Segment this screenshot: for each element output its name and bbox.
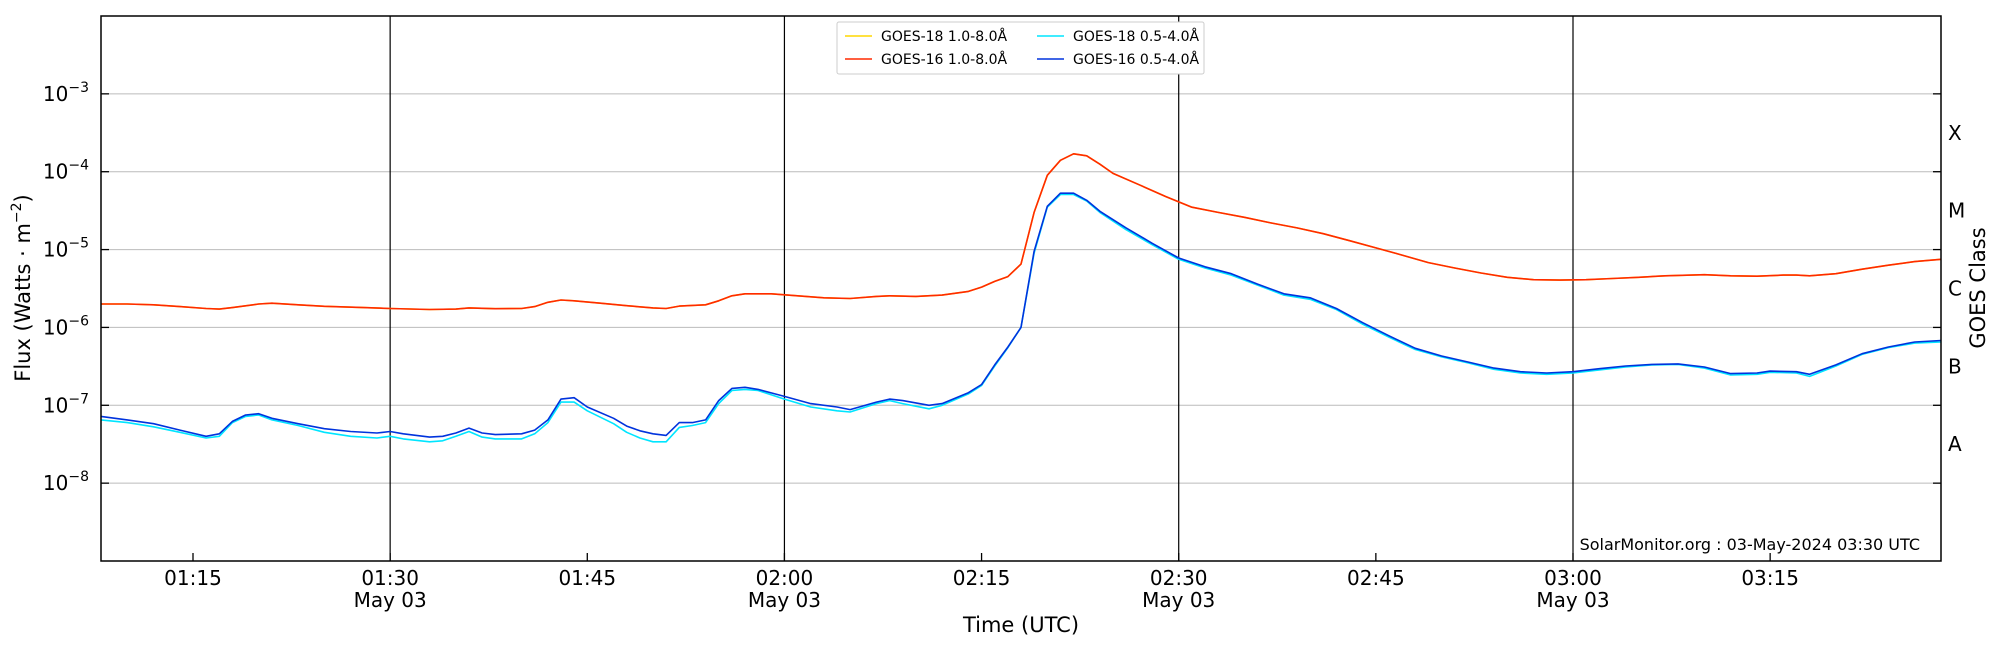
x-tick-label: 03:00 bbox=[1544, 566, 1602, 590]
x-tick-date-label: May 03 bbox=[1142, 588, 1215, 612]
goes-class-labels: A B C M X bbox=[1948, 121, 1965, 456]
legend-label: GOES-18 1.0-8.0Å bbox=[881, 28, 1007, 45]
series-line bbox=[100, 192, 1942, 438]
y-axis-ticks: 10−8 10−7 10−6 10−5 10−4 10−3 bbox=[43, 80, 1941, 495]
goes-class-axis-title: GOES Class bbox=[1966, 227, 1990, 348]
y-tick-label: 10−4 bbox=[43, 158, 89, 184]
y-axis-title: Flux (Watts · m−2) bbox=[9, 194, 35, 382]
legend-label: GOES-18 0.5-4.0Å bbox=[1073, 28, 1199, 45]
x-tick-date-label: May 03 bbox=[354, 588, 427, 612]
legend: GOES-18 1.0-8.0Å GOES-16 1.0-8.0Å GOES-18 … bbox=[836, 21, 1205, 75]
goes-class-label: M bbox=[1948, 199, 1965, 223]
x-tick-date-label: May 03 bbox=[748, 588, 821, 612]
goes-class-label: B bbox=[1948, 354, 1962, 378]
series-line bbox=[101, 153, 1942, 311]
legend-label: GOES-16 0.5-4.0Å bbox=[1073, 51, 1199, 68]
series-line bbox=[100, 193, 1942, 443]
x-tick-label: 01:30 bbox=[361, 566, 419, 590]
credit-text: SolarMonitor.org : 03-May-2024 03:30 UTC bbox=[1580, 535, 1920, 554]
plot-frame bbox=[100, 15, 1942, 562]
goes-class-label: C bbox=[1948, 277, 1962, 301]
series-lines bbox=[100, 153, 1942, 443]
legend-label: GOES-16 1.0-8.0Å bbox=[881, 51, 1007, 68]
legend-box bbox=[836, 21, 1205, 75]
x-tick-label: 02:30 bbox=[1150, 566, 1208, 590]
x-tick-label: 03:15 bbox=[1741, 566, 1799, 590]
x-tick-label: 01:45 bbox=[558, 566, 616, 590]
y-tick-label: 10−5 bbox=[43, 236, 89, 262]
x-axis-title: Time (UTC) bbox=[962, 613, 1079, 637]
series-line bbox=[101, 153, 1942, 311]
time-markers bbox=[389, 16, 1574, 561]
x-tick-date-label: May 03 bbox=[1536, 588, 1609, 612]
y-tick-label: 10−8 bbox=[43, 469, 89, 495]
y-tick-label: 10−6 bbox=[43, 313, 89, 339]
y-tick-label: 10−3 bbox=[43, 80, 89, 106]
x-tick-label: 02:15 bbox=[953, 566, 1011, 590]
goes-class-label: X bbox=[1948, 121, 1962, 145]
x-tick-label: 01:15 bbox=[164, 566, 222, 590]
y-tick-label: 10−7 bbox=[43, 391, 89, 417]
grid-lines bbox=[101, 93, 1941, 484]
x-tick-label: 02:00 bbox=[756, 566, 814, 590]
goes-class-label: A bbox=[1948, 432, 1962, 456]
x-tick-label: 02:45 bbox=[1347, 566, 1405, 590]
